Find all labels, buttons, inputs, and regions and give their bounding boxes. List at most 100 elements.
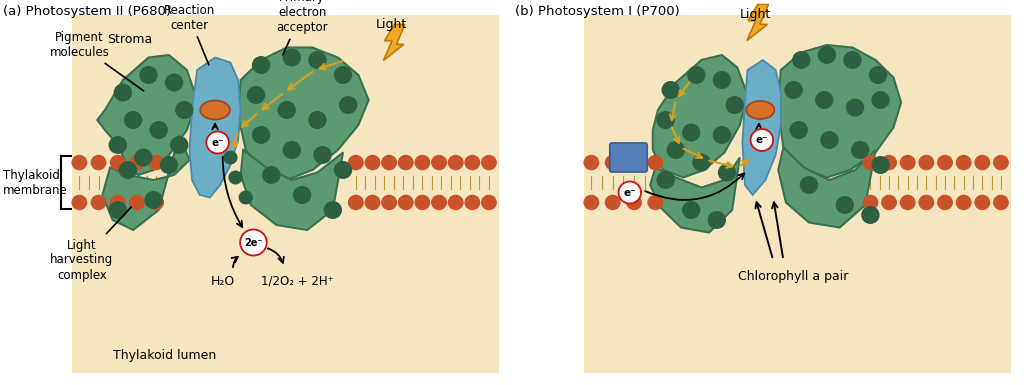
Circle shape (308, 111, 327, 129)
Circle shape (110, 195, 126, 210)
Text: e⁻: e⁻ (756, 135, 768, 145)
Circle shape (836, 196, 854, 214)
Circle shape (618, 181, 641, 204)
Text: (a) Photosystem II (P680): (a) Photosystem II (P680) (3, 5, 171, 18)
Polygon shape (384, 25, 406, 60)
Circle shape (447, 195, 464, 210)
Circle shape (713, 126, 731, 144)
Circle shape (447, 155, 464, 170)
Circle shape (820, 131, 839, 149)
Polygon shape (748, 5, 768, 40)
Circle shape (481, 155, 497, 170)
Ellipse shape (746, 101, 774, 119)
Circle shape (846, 99, 864, 117)
Circle shape (144, 191, 163, 209)
Text: Thylakoid
membrane: Thylakoid membrane (3, 169, 68, 196)
Circle shape (647, 195, 664, 210)
Polygon shape (653, 55, 748, 177)
Circle shape (283, 49, 301, 67)
Circle shape (861, 206, 880, 224)
Circle shape (993, 195, 1009, 210)
Polygon shape (778, 147, 876, 228)
Bar (72, 15, 500, 373)
Circle shape (415, 155, 430, 170)
Circle shape (175, 101, 194, 119)
Circle shape (283, 141, 301, 159)
Circle shape (129, 155, 145, 170)
Circle shape (919, 195, 934, 210)
Circle shape (262, 166, 281, 184)
Circle shape (955, 155, 972, 170)
Circle shape (800, 176, 818, 194)
Circle shape (334, 66, 352, 84)
Circle shape (72, 195, 87, 210)
Circle shape (148, 155, 164, 170)
Circle shape (90, 155, 106, 170)
Circle shape (784, 81, 803, 99)
Circle shape (148, 195, 164, 210)
Circle shape (605, 155, 621, 170)
Circle shape (818, 46, 837, 64)
Circle shape (815, 91, 834, 109)
Circle shape (656, 171, 675, 189)
Circle shape (398, 195, 414, 210)
Circle shape (293, 186, 311, 204)
Circle shape (465, 155, 480, 170)
Text: Stroma: Stroma (108, 32, 153, 45)
Circle shape (313, 146, 332, 164)
Circle shape (862, 155, 879, 170)
Text: H₂O: H₂O (211, 275, 234, 288)
Circle shape (431, 195, 447, 210)
Circle shape (725, 96, 743, 114)
Circle shape (871, 91, 890, 109)
Text: Thylakoid lumen: Thylakoid lumen (113, 350, 216, 363)
Circle shape (170, 136, 188, 154)
Bar (584, 15, 1011, 373)
Text: Light: Light (739, 7, 771, 20)
Circle shape (109, 136, 127, 154)
Circle shape (124, 111, 142, 129)
Circle shape (381, 155, 397, 170)
Circle shape (584, 155, 599, 170)
Circle shape (713, 71, 731, 89)
Circle shape (465, 195, 480, 210)
Circle shape (348, 155, 364, 170)
Circle shape (790, 121, 808, 139)
Text: Light: Light (376, 17, 408, 30)
Circle shape (134, 149, 153, 166)
Circle shape (240, 229, 266, 256)
Circle shape (687, 66, 706, 84)
Circle shape (431, 155, 447, 170)
Circle shape (398, 155, 414, 170)
Circle shape (656, 111, 675, 129)
Polygon shape (102, 135, 189, 230)
Text: Pigment
molecules: Pigment molecules (49, 31, 143, 91)
Circle shape (139, 66, 158, 84)
Circle shape (605, 195, 621, 210)
Circle shape (900, 155, 915, 170)
Circle shape (955, 195, 972, 210)
Circle shape (348, 195, 364, 210)
Circle shape (937, 155, 953, 170)
Text: 2e⁻: 2e⁻ (244, 238, 263, 248)
Circle shape (247, 86, 265, 104)
Circle shape (682, 124, 700, 142)
Circle shape (160, 156, 178, 174)
Circle shape (381, 195, 397, 210)
Text: Light
harvesting
complex: Light harvesting complex (50, 207, 131, 281)
Text: 1/2O₂ + 2H⁺: 1/2O₂ + 2H⁺ (260, 275, 334, 288)
Circle shape (324, 201, 342, 219)
Circle shape (692, 154, 711, 171)
Circle shape (626, 155, 642, 170)
Polygon shape (241, 150, 343, 230)
Polygon shape (239, 47, 369, 180)
Polygon shape (189, 57, 241, 198)
FancyBboxPatch shape (610, 143, 647, 172)
Circle shape (365, 195, 381, 210)
Circle shape (647, 155, 664, 170)
Circle shape (165, 74, 183, 92)
Circle shape (119, 161, 137, 179)
Circle shape (114, 84, 132, 102)
Ellipse shape (201, 100, 230, 119)
Circle shape (415, 195, 430, 210)
